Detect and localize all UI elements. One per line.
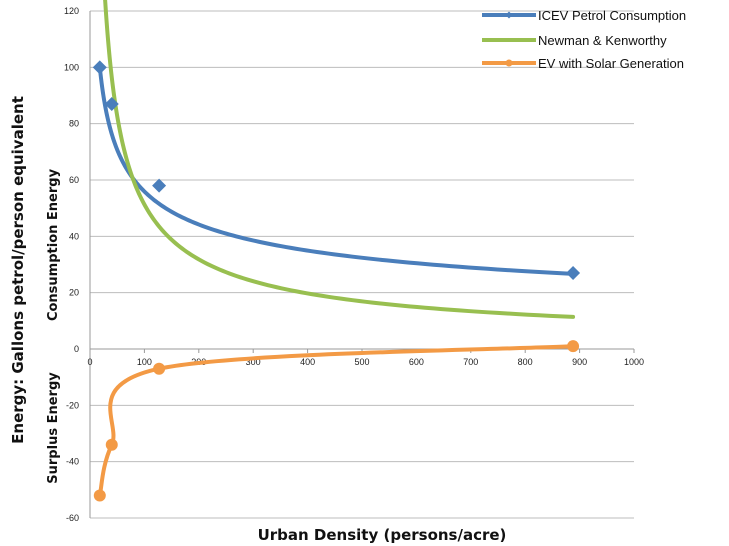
x-tick-label: 500: [354, 357, 369, 367]
x-tick-label: 600: [409, 357, 424, 367]
y-tick-label: 60: [69, 175, 79, 185]
series-line-2: [97, 344, 576, 498]
legend-circle-icon: [505, 59, 513, 67]
legend-label-icev: ICEV Petrol Consumption: [538, 8, 686, 23]
x-tick-label: 100: [137, 357, 152, 367]
data-point-diamond: [566, 265, 581, 280]
x-tick-label: 0: [87, 357, 92, 367]
region-label-surplus: Surplus Energy: [46, 372, 61, 484]
y-tick-label: 100: [64, 62, 79, 72]
y-axis-title: Energy: Gallons petrol/person equivalent: [9, 96, 27, 444]
legend: ICEV Petrol Consumption Newman & Kenwort…: [482, 8, 686, 71]
data-point-diamond: [152, 178, 167, 193]
x-tick-label: 400: [300, 357, 315, 367]
data-point-diamond: [92, 60, 107, 75]
data-point-circle: [567, 340, 580, 353]
series-line-1: [103, 0, 576, 319]
y-tick-label: 20: [69, 288, 79, 298]
y-tick-label: 0: [74, 344, 79, 354]
legend-diamond-icon: [505, 11, 513, 19]
x-tick-label: 800: [518, 357, 533, 367]
series-lines: [97, 0, 576, 498]
x-axis-title: Urban Density (persons/acre): [258, 526, 507, 544]
y-tick-label: 40: [69, 231, 79, 241]
x-tick-label: 300: [246, 357, 261, 367]
grid-lines: [89, 10, 635, 519]
data-point-circle: [153, 362, 166, 375]
y-tick-label: 80: [69, 119, 79, 129]
region-label-consumption: Consumption Energy: [46, 168, 61, 321]
data-point-diamond: [104, 96, 119, 111]
series-markers: [92, 60, 581, 502]
x-tick-label: 700: [463, 357, 478, 367]
x-tick-label: 900: [572, 357, 587, 367]
y-tick-label: -60: [66, 513, 79, 523]
y-tick-label: -20: [66, 400, 79, 410]
y-tick-label: -40: [66, 457, 79, 467]
x-tick-label: 1000: [624, 357, 644, 367]
data-point-circle: [93, 489, 106, 502]
y-tick-label: 120: [64, 6, 79, 16]
y-tick-labels: -60 -40 -20 0 20 40 60 80 100 120: [64, 6, 79, 523]
series-line-0: [97, 65, 576, 276]
legend-label-newman: Newman & Kenworthy: [538, 33, 667, 48]
data-point-circle: [105, 438, 118, 451]
legend-label-ev: EV with Solar Generation: [538, 56, 684, 71]
